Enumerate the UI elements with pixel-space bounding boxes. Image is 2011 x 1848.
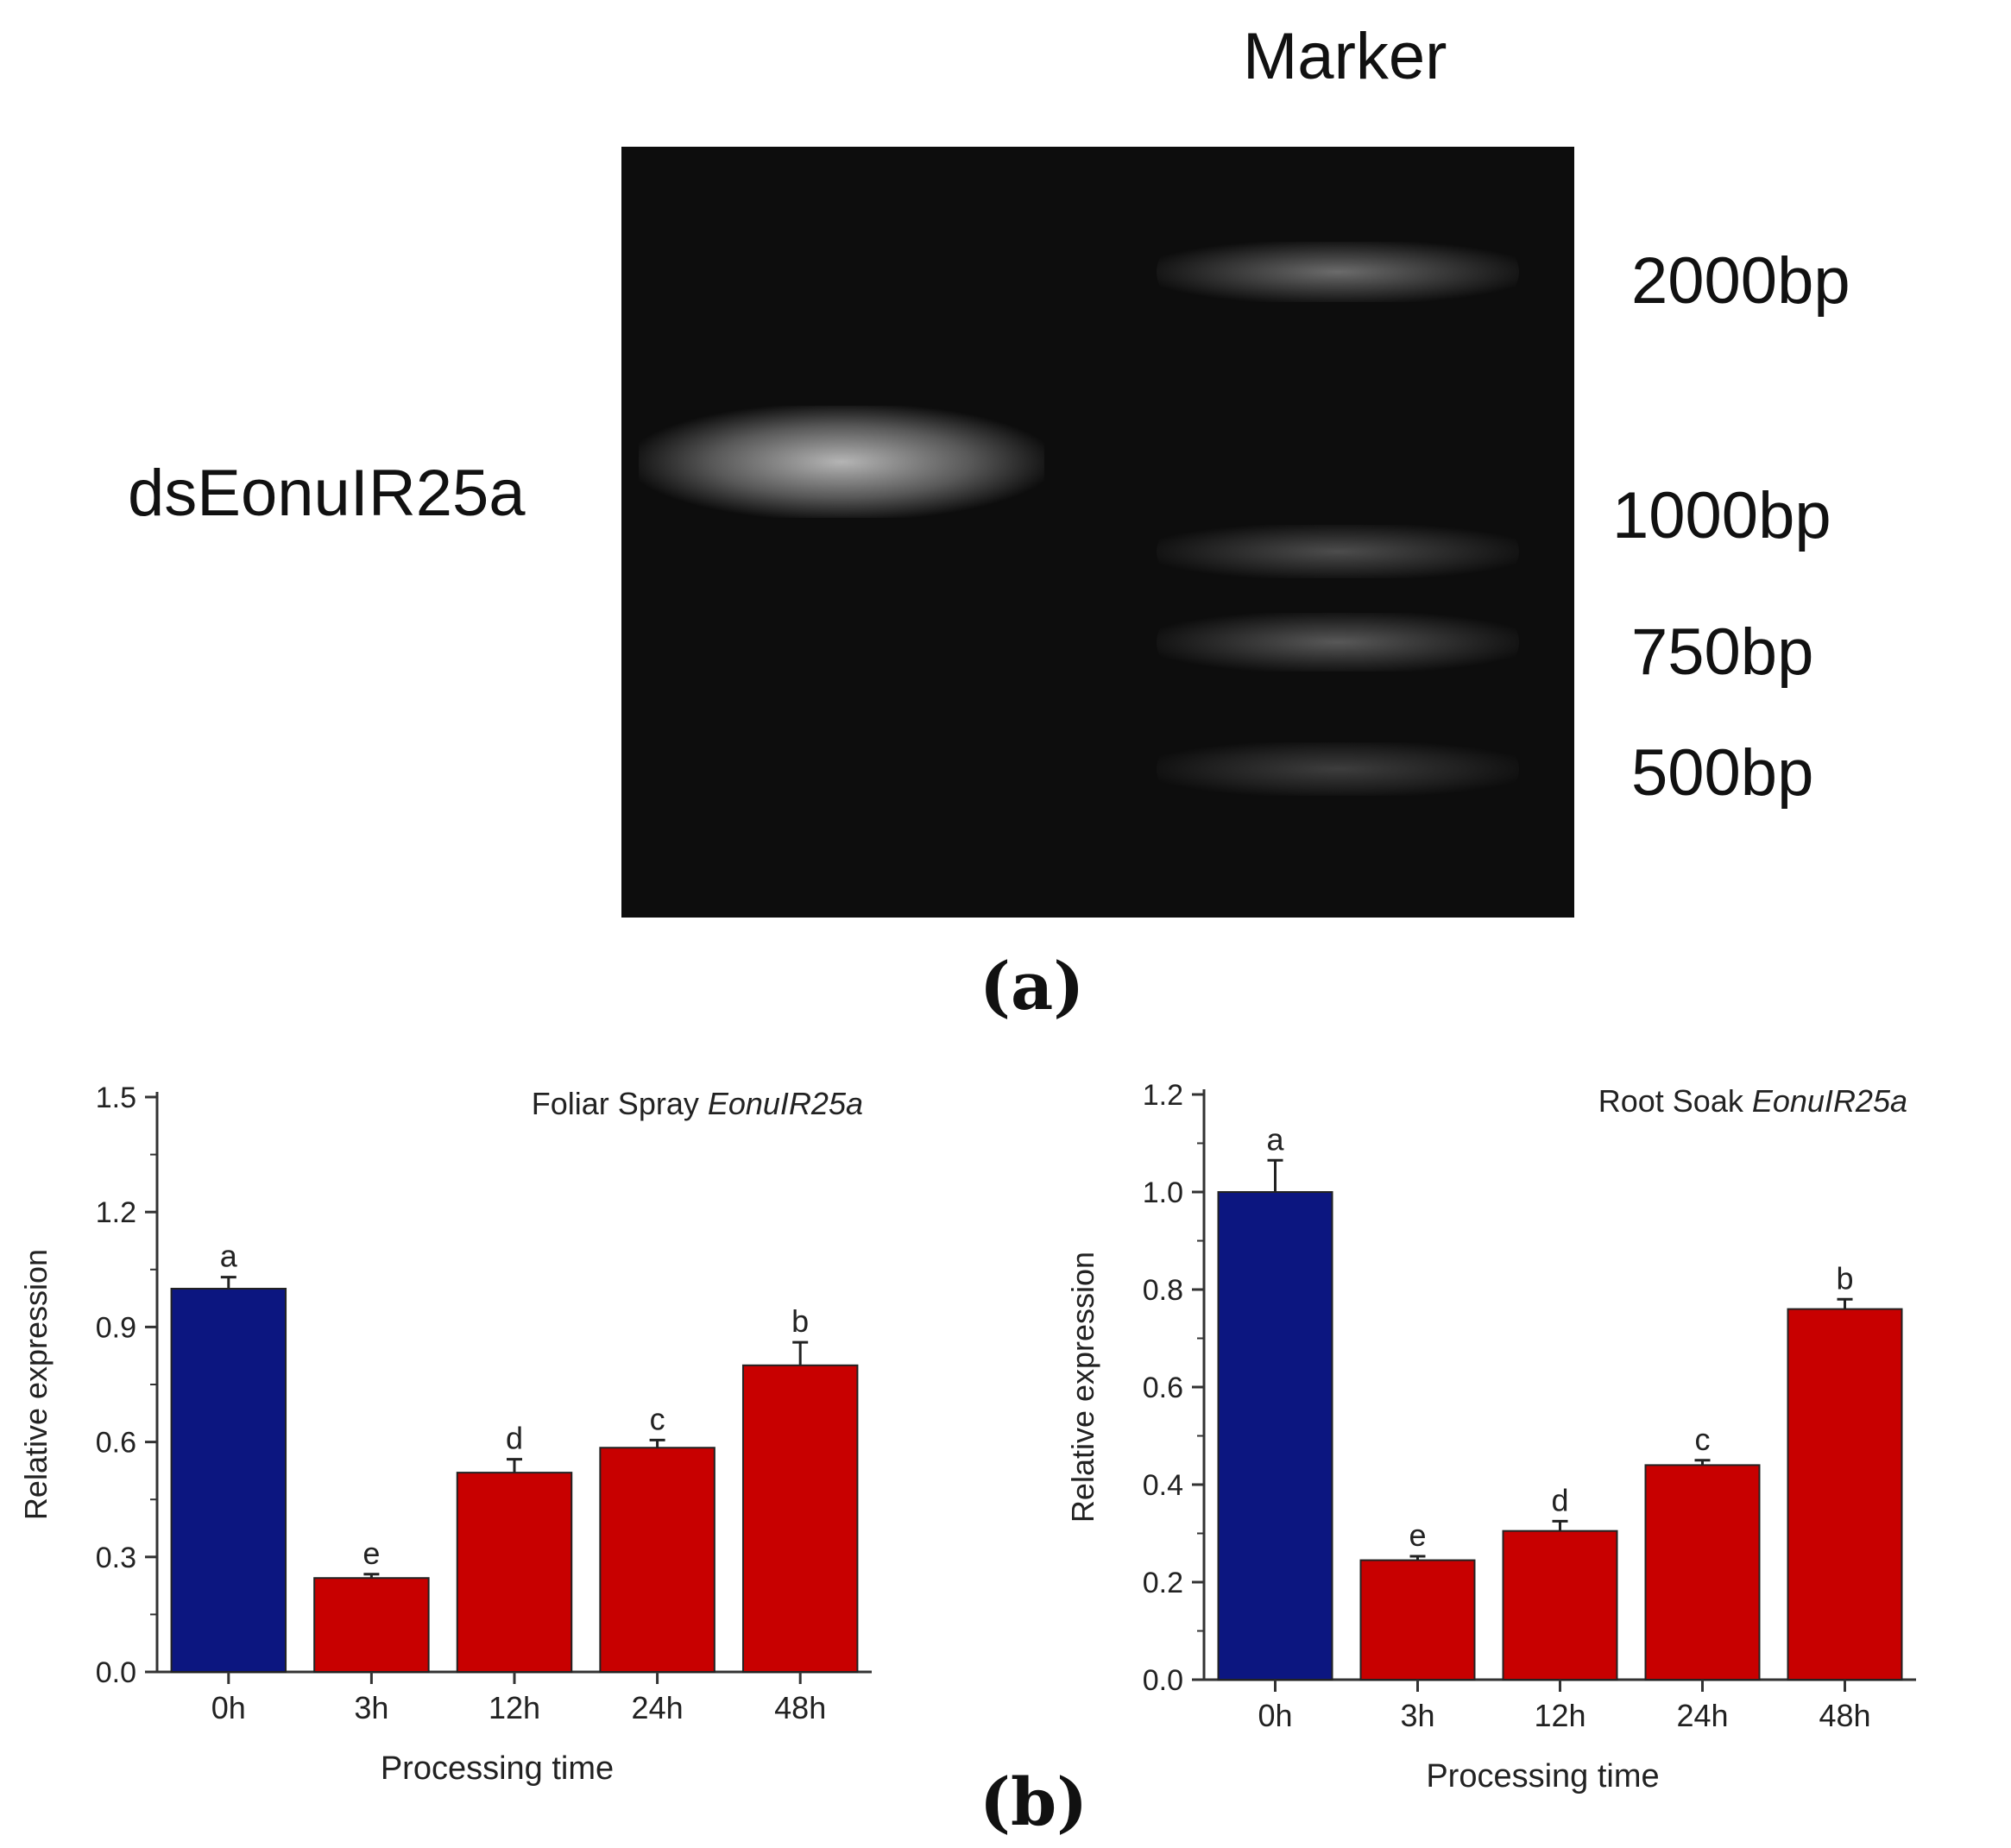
chart-title: Root Soak EonuIR25a xyxy=(1598,1083,1907,1119)
x-tick-label: 12h xyxy=(489,1690,540,1725)
bar-48h xyxy=(741,1364,859,1673)
x-tick-label: 48h xyxy=(1819,1698,1870,1733)
y-tick-label: 1.2 xyxy=(1143,1079,1183,1112)
y-tick-label: 0.6 xyxy=(96,1427,136,1460)
bar-3h xyxy=(313,1577,430,1673)
panel-label-b: (b) xyxy=(980,1763,1088,1840)
significance-letter: e xyxy=(1409,1517,1426,1553)
x-tick-label: 3h xyxy=(354,1690,388,1725)
significance-letter: c xyxy=(650,1401,665,1436)
significance-letter: b xyxy=(1836,1260,1853,1296)
significance-letter: d xyxy=(506,1421,523,1456)
chart-foliar-spray: 0.0 0.3 0.6 0.9 1.2 1.5 a 0h e 3h d 12h c 24h b 48h Proc… xyxy=(18,1082,872,1787)
chart-title: Foliar Spray EonuIR25a xyxy=(532,1086,863,1121)
x-tick-label: 0h xyxy=(211,1690,246,1725)
x-tick-label: 12h xyxy=(1534,1698,1585,1733)
x-tick-label: 24h xyxy=(632,1690,684,1725)
bar-48h xyxy=(1787,1308,1903,1681)
significance-letter: a xyxy=(1266,1121,1284,1157)
marker-band-1000 xyxy=(1157,525,1519,578)
marker-band-500 xyxy=(1157,742,1519,796)
marker-band-750 xyxy=(1157,613,1519,672)
x-tick-label: 48h xyxy=(774,1690,826,1725)
y-tick-label: 0.2 xyxy=(1143,1567,1183,1599)
x-axis-label: Processing time xyxy=(1426,1758,1659,1794)
band-label-1000: 1000bp xyxy=(1612,479,1831,552)
y-tick-label: 0.4 xyxy=(1143,1469,1183,1502)
gel-image xyxy=(621,147,1574,918)
significance-letter: c xyxy=(1695,1422,1711,1457)
marker-band-2000 xyxy=(1157,242,1519,302)
x-tick-label: 3h xyxy=(1400,1698,1434,1733)
band-label-750: 750bp xyxy=(1631,615,1814,689)
y-tick-label: 1.2 xyxy=(96,1196,136,1229)
y-tick-label: 0.0 xyxy=(96,1656,136,1689)
y-tick-label: 0.0 xyxy=(1143,1664,1183,1697)
significance-letter: b xyxy=(791,1303,809,1339)
bar-0h xyxy=(1217,1191,1333,1681)
band-label-500: 500bp xyxy=(1631,736,1814,810)
y-axis-label: Relative expression xyxy=(18,1249,54,1520)
y-tick-label: 0.3 xyxy=(96,1542,136,1574)
significance-letter: a xyxy=(220,1239,238,1274)
bar-0h xyxy=(170,1288,287,1673)
marker-label: Marker xyxy=(1243,20,1447,93)
y-tick-label: 0.6 xyxy=(1143,1372,1183,1404)
panel-label-a: (a) xyxy=(980,948,1085,1025)
sample-band xyxy=(639,406,1044,518)
y-tick-label: 1.5 xyxy=(96,1082,136,1114)
x-tick-label: 0h xyxy=(1258,1698,1292,1733)
y-tick-label: 1.0 xyxy=(1143,1176,1183,1209)
significance-letter: e xyxy=(362,1536,380,1571)
chart-root-soak: 0.0 0.2 0.4 0.6 0.8 1.0 1.2 a 0h e 3h d 12h c 24h b 48h P… xyxy=(1065,1079,1916,1794)
y-tick-label: 0.8 xyxy=(1143,1274,1183,1307)
x-tick-label: 24h xyxy=(1676,1698,1728,1733)
y-axis-label: Relative expression xyxy=(1065,1252,1100,1523)
band-label-2000: 2000bp xyxy=(1631,244,1850,318)
bar-12h xyxy=(456,1472,573,1673)
bar-3h xyxy=(1359,1559,1476,1681)
bar-24h xyxy=(1644,1464,1761,1681)
significance-letter: d xyxy=(1551,1482,1568,1517)
bar-12h xyxy=(1502,1529,1618,1681)
bar-24h xyxy=(599,1447,716,1673)
y-tick-label: 0.9 xyxy=(96,1311,136,1344)
sample-label: dsEonuIR25a xyxy=(128,457,526,530)
x-axis-label: Processing time xyxy=(381,1750,614,1787)
